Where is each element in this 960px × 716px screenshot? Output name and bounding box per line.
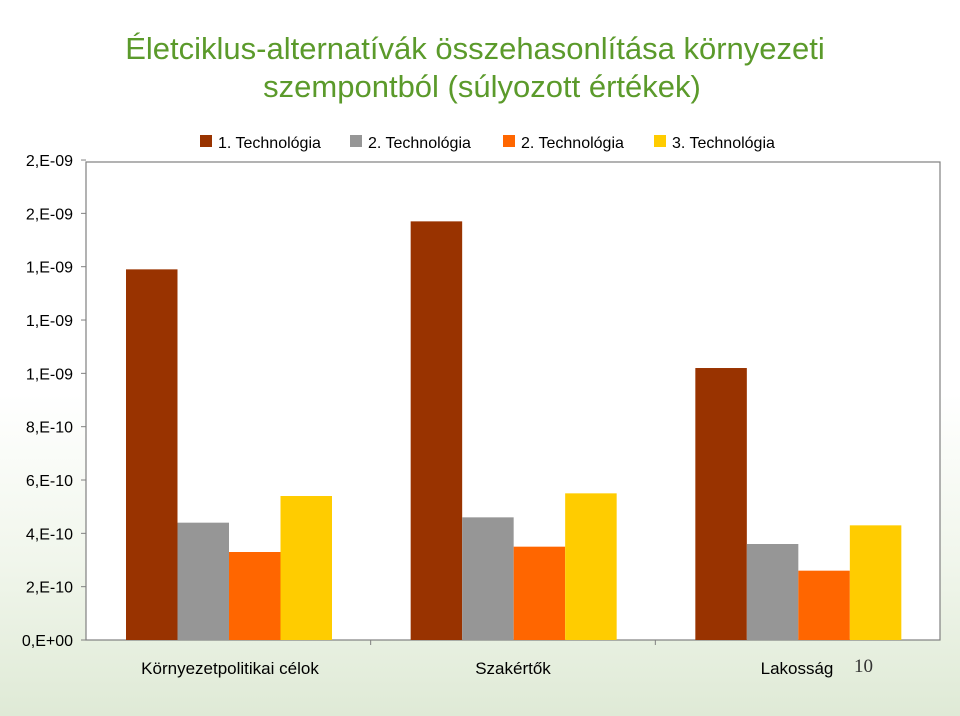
y-axis-ticks: 0,E+00 2,E-10 4,E-10 6,E-10 8,E-10 1,E-09 1,E-… xyxy=(22,153,86,650)
y-tick-label: 4,E-10 xyxy=(26,526,73,543)
legend-swatch xyxy=(503,135,515,147)
bar-3-1 xyxy=(695,368,747,640)
bar-2-2 xyxy=(462,517,514,640)
bar-1-3 xyxy=(229,552,281,640)
legend-label: 3. Technológia xyxy=(672,135,775,152)
slide-number: 10 xyxy=(854,656,873,677)
y-tick-label: 1,E-09 xyxy=(26,366,73,383)
x-axis-labels: Környezetpolitikai célok Szakértők Lakossá… xyxy=(141,659,833,678)
y-tick-label: 8,E-10 xyxy=(26,420,73,437)
y-tick-label: 2,E-10 xyxy=(26,580,73,597)
y-tick-label: 2,E-09 xyxy=(26,206,73,223)
bar-1-1 xyxy=(126,269,178,640)
chart-title-line-1: Életciklus-alternatívák összehasonlítása… xyxy=(125,31,825,66)
legend-box xyxy=(194,128,804,156)
bar-1-4 xyxy=(280,496,332,640)
x-category-label: Lakosság xyxy=(761,659,834,678)
bar-2-1 xyxy=(410,221,463,640)
legend-swatch xyxy=(654,135,666,147)
chart-title-line-2: szempontból (súlyozott értékek) xyxy=(263,69,701,104)
x-category-label: Környezetpolitikai célok xyxy=(141,659,319,678)
chart-title: Életciklus-alternatívák összehasonlítása… xyxy=(0,30,960,106)
bar-3-2 xyxy=(746,544,799,640)
x-category-label: Szakértők xyxy=(475,659,551,678)
legend-label: 1. Technológia xyxy=(218,135,321,152)
legend-swatch xyxy=(350,135,362,147)
bar-marks xyxy=(126,221,902,645)
bar-2-3 xyxy=(513,546,566,640)
y-tick-label: 0,E+00 xyxy=(22,633,73,650)
y-tick-label: 1,E-09 xyxy=(26,260,73,277)
legend: 1. Technológia 2. Technológia 2. Technológ… xyxy=(194,128,804,156)
bar-1-2 xyxy=(177,522,229,640)
legend-label: 2. Technológia xyxy=(521,135,624,152)
y-tick-label: 1,E-09 xyxy=(26,313,73,330)
bar-3-4 xyxy=(849,525,902,640)
y-tick-label: 2,E-09 xyxy=(26,153,73,170)
bar-2-4 xyxy=(565,493,617,640)
legend-swatch xyxy=(200,135,212,147)
bar-3-3 xyxy=(798,570,850,640)
legend-label: 2. Technológia xyxy=(368,135,471,152)
y-tick-label: 6,E-10 xyxy=(26,473,73,490)
